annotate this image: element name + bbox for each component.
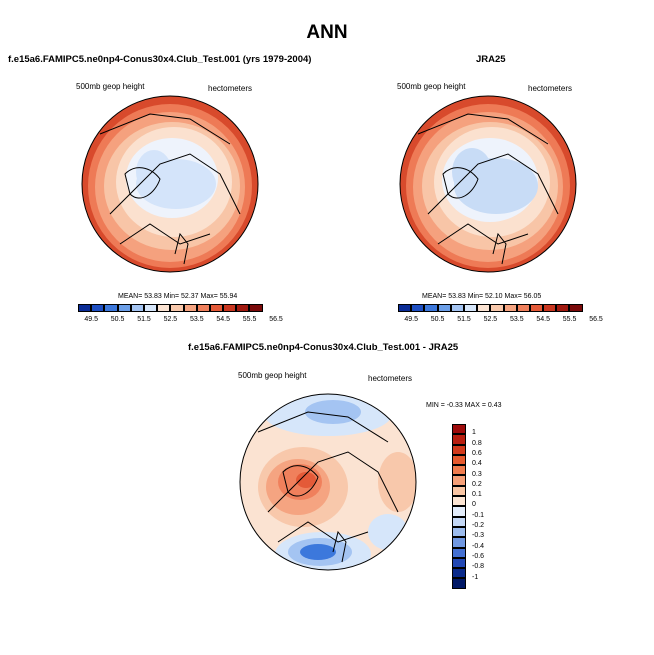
colorbar-tick-label: 50.5 [110, 316, 125, 323]
colorbar-swatch [183, 304, 197, 312]
colorbar-tick-label: 0.6 [472, 449, 482, 457]
colorbar-tick-label: -0.6 [472, 552, 485, 560]
colorbar-swatch [516, 304, 530, 312]
panel1-colorbar [78, 304, 263, 312]
colorbar-tick-label: 56.5 [589, 316, 603, 323]
colorbar-tick-label: -0.8 [472, 563, 485, 571]
colorbar-swatch [196, 304, 210, 312]
colorbar-swatch [452, 444, 466, 455]
colorbar-swatch [452, 454, 466, 466]
colorbar-swatch [249, 304, 263, 312]
colorbar-swatch [437, 304, 451, 312]
colorbar-swatch [569, 304, 583, 312]
colorbar-tick-label: 0.1 [472, 491, 482, 499]
colorbar-swatch [223, 304, 237, 312]
panel3-field-label: 500mb geop height [238, 371, 307, 380]
panel2-colorbar [398, 304, 583, 312]
colorbar-tick-label: 54.5 [536, 316, 550, 323]
colorbar-swatch [452, 557, 466, 569]
colorbar-swatch [452, 568, 466, 579]
colorbar-swatch [543, 304, 557, 312]
colorbar-swatch [91, 304, 105, 312]
panel2-units: hectometers [528, 84, 573, 93]
colorbar-swatch [452, 506, 466, 517]
panel3-title: f.e15a6.FAMIPC5.ne0np4-Conus30x4.Club_Te… [188, 342, 459, 353]
colorbar-swatch [398, 304, 412, 312]
panel1-field-label: 500mb geop height [76, 82, 145, 91]
colorbar-tick-label: 49.5 [404, 316, 418, 323]
colorbar-tick-label: -0.2 [472, 522, 485, 529]
colorbar-swatch [452, 526, 466, 538]
colorbar-swatch [452, 475, 466, 486]
colorbar-tick-label: 0.2 [472, 480, 482, 488]
colorbar-tick-label: 50.5 [430, 316, 445, 323]
colorbar-tick-label: 52.5 [483, 316, 498, 323]
panel3-stats: MIN = -0.33 MAX = 0.43 [426, 402, 502, 409]
colorbar-tick-label: 55.5 [242, 316, 257, 323]
colorbar-swatch [209, 304, 224, 312]
colorbar-swatch [452, 485, 466, 497]
colorbar-tick-label: 53.5 [509, 316, 524, 323]
colorbar-swatch [452, 537, 466, 548]
colorbar-swatch [452, 516, 466, 527]
colorbar-swatch [424, 304, 438, 312]
colorbar-swatch [452, 496, 466, 507]
panel2-title: JRA25 [476, 54, 506, 65]
colorbar-tick-label: 53.5 [189, 316, 204, 323]
colorbar-swatch [130, 304, 144, 312]
colorbar-swatch [78, 304, 92, 312]
colorbar-swatch [143, 304, 158, 312]
colorbar-swatch [503, 304, 517, 312]
colorbar-tick-label: -0.3 [472, 532, 485, 540]
colorbar-swatch [452, 578, 466, 589]
panel3-polar-map [239, 393, 417, 571]
colorbar-tick-label: 49.5 [84, 316, 98, 323]
panel1-polar-map [81, 95, 259, 273]
colorbar-swatch [529, 304, 544, 312]
colorbar-tick-label: 0.3 [472, 470, 482, 478]
panel2-colorbar-labels: 49.5 50.5 51.5 52.5 53.5 54.5 55.5 56.5 [398, 316, 602, 326]
colorbar-swatch [117, 304, 131, 312]
page-title: ANN [306, 22, 348, 43]
panel1-title: f.e15a6.FAMIPC5.ne0np4-Conus30x4.Club_Te… [8, 54, 312, 65]
panel1-units: hectometers [208, 84, 253, 93]
panel2-field-label: 500mb geop height [397, 82, 466, 91]
colorbar-swatch [452, 547, 466, 558]
colorbar-tick-label: -0.1 [472, 511, 485, 519]
colorbar-swatch [490, 304, 504, 312]
colorbar-tick-label: -1 [472, 573, 479, 581]
colorbar-swatch [450, 304, 464, 312]
colorbar-swatch [157, 304, 171, 312]
panel3-colorbar [452, 424, 466, 589]
panel3-colorbar-labels: 1 0.8 0.6 0.4 0.3 0.2 0.1 0 -0.1 -0.2 -0.3 -0.4 -0.6… [470, 424, 510, 594]
colorbar-tick-label: 0 [472, 501, 476, 509]
colorbar-swatch [170, 304, 184, 312]
colorbar-tick-label: -0.4 [472, 542, 485, 550]
colorbar-swatch [452, 434, 466, 445]
colorbar-swatch [556, 304, 570, 312]
colorbar-tick-label: 55.5 [562, 316, 577, 323]
colorbar-swatch [463, 304, 478, 312]
colorbar-swatch [411, 304, 425, 312]
colorbar-swatch [452, 465, 466, 476]
colorbar-swatch [477, 304, 491, 312]
colorbar-swatch [104, 304, 118, 312]
colorbar-swatch [236, 304, 250, 312]
colorbar-tick-label: 54.5 [216, 316, 230, 323]
colorbar-tick-label: 0.4 [472, 460, 482, 468]
colorbar-tick-label: 0.8 [472, 439, 482, 447]
panel1-stats: MEAN= 53.83 Min= 52.37 Max= 55.94 [118, 293, 238, 300]
colorbar-tick-label: 1 [472, 429, 476, 437]
panel2-polar-map [399, 95, 577, 273]
colorbar-tick-label: 51.5 [137, 316, 151, 323]
colorbar-tick-label: 52.5 [163, 316, 178, 323]
colorbar-tick-label: 51.5 [457, 316, 471, 323]
colorbar-tick-label: 56.5 [269, 316, 283, 323]
panel1-colorbar-labels: 49.5 50.5 51.5 52.5 53.5 54.5 55.5 56.5 [78, 316, 282, 326]
colorbar-swatch [452, 424, 466, 435]
panel2-stats: MEAN= 53.83 Min= 52.10 Max= 56.05 [422, 293, 542, 300]
panel3-units: hectometers [368, 374, 413, 383]
